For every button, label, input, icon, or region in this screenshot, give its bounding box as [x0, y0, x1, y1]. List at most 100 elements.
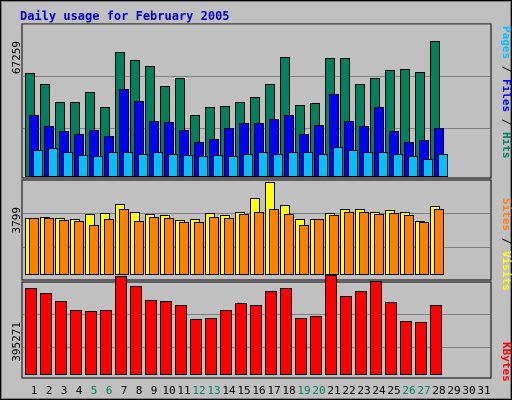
kbytes-bar	[190, 319, 202, 375]
side-label-part: /	[500, 112, 512, 132]
visits-max-label: 3799	[10, 207, 23, 234]
side-label-part: Pages	[500, 26, 512, 59]
pages-bar	[363, 152, 373, 177]
pages-bar	[168, 154, 178, 177]
pages-bar	[348, 150, 358, 177]
sites-bar	[44, 218, 54, 275]
pages-bar	[318, 154, 328, 177]
sites-bar	[74, 221, 84, 275]
kbytes-bars	[25, 275, 442, 375]
pages-bar	[288, 152, 298, 177]
pages-bar	[63, 152, 73, 177]
sites-bar	[119, 209, 129, 275]
sites-bar	[344, 212, 354, 275]
kbytes-bar	[340, 296, 352, 375]
day-label: 24	[372, 384, 386, 397]
sites-bar	[224, 218, 234, 275]
kbytes-bar	[220, 310, 232, 375]
day-label: 22	[342, 384, 355, 397]
day-label: 16	[252, 384, 265, 397]
kbytes-bar	[25, 288, 37, 375]
day-label: 2	[46, 384, 53, 397]
kbytes-bar	[310, 316, 322, 375]
pages-bar	[333, 147, 343, 177]
pages-bar	[138, 154, 148, 177]
day-axis-labels: 1 2 3 4 5 6 7 8 9 10 11 12 13 14 15 16 17 18 19 20 21 22 23 24 2…	[31, 384, 491, 397]
day-label: 20	[312, 384, 325, 397]
sites-bar	[434, 209, 444, 275]
visits-sites-side-label: Sites / Visits	[500, 198, 512, 291]
visits-sites-panel: 3799 Sites / Visits	[10, 179, 512, 291]
sites-bar	[284, 214, 294, 275]
pages-bar	[258, 152, 268, 177]
hits-files-pages-panel: 67259 Pages / Files / Hits	[10, 23, 512, 179]
chart-title: Daily usage for February 2005	[20, 9, 230, 23]
pages-bar	[198, 156, 208, 177]
sites-bar	[194, 222, 204, 275]
pages-bar	[423, 159, 433, 177]
pages-bar	[303, 152, 313, 177]
pages-bar	[408, 156, 418, 177]
hits-max-label: 67259	[10, 41, 23, 74]
kbytes-bar	[100, 310, 112, 375]
kbytes-bar	[70, 310, 82, 375]
visits-sites-bars	[25, 182, 444, 275]
sites-bar	[374, 214, 384, 275]
sites-bar	[299, 225, 309, 275]
kbytes-side-label: KBytes	[500, 342, 512, 382]
sites-bar	[329, 215, 339, 275]
kbytes-bar	[325, 275, 337, 375]
day-label: 1	[31, 384, 38, 397]
sites-bar	[149, 217, 159, 275]
side-label-part: KBytes	[500, 342, 512, 382]
pages-bar	[48, 148, 58, 177]
day-label: 19	[297, 384, 310, 397]
sites-bar	[239, 214, 249, 275]
pages-bar	[78, 155, 88, 177]
sites-bar	[89, 225, 99, 275]
sites-bar	[314, 219, 324, 275]
hits-files-pages-bars	[25, 41, 448, 177]
kbytes-bar	[115, 276, 127, 375]
kbytes-bar	[55, 301, 67, 375]
kbytes-max-label: 395271	[10, 322, 23, 362]
pages-bar	[183, 155, 193, 177]
sites-bar	[269, 209, 279, 275]
day-label: 15	[237, 384, 250, 397]
kbytes-bar	[400, 321, 412, 375]
day-label: 5	[91, 384, 98, 397]
pages-bar	[123, 152, 133, 177]
pages-bar	[378, 152, 388, 177]
pages-bar	[273, 154, 283, 177]
kbytes-bar	[130, 286, 142, 375]
sites-bar	[134, 221, 144, 275]
kbytes-bar	[250, 305, 262, 375]
day-label: 9	[151, 384, 158, 397]
kbytes-panel: 395271 KBytes	[10, 275, 512, 382]
kbytes-bar	[205, 318, 217, 375]
day-label: 27	[417, 384, 430, 397]
kbytes-bar	[160, 301, 172, 375]
day-label: 7	[121, 384, 128, 397]
day-label: 14	[222, 384, 236, 397]
day-label: 10	[162, 384, 175, 397]
day-label: 11	[177, 384, 190, 397]
kbytes-bar	[280, 288, 292, 375]
day-label: 30	[462, 384, 475, 397]
sites-bar	[254, 212, 264, 275]
day-label: 13	[207, 384, 220, 397]
day-label: 26	[402, 384, 415, 397]
side-label-part: Files	[500, 79, 512, 112]
kbytes-bar	[295, 318, 307, 375]
sites-bar	[179, 222, 189, 275]
pages-bar	[153, 152, 163, 177]
day-label: 3	[61, 384, 68, 397]
kbytes-bar	[430, 305, 442, 375]
hits-files-pages-side-label: Pages / Files / Hits	[500, 26, 512, 159]
sites-bar	[59, 220, 69, 275]
pages-bar	[93, 156, 103, 177]
side-label-part: /	[500, 231, 512, 251]
side-label-part: Sites	[500, 198, 512, 231]
day-label: 17	[267, 384, 280, 397]
